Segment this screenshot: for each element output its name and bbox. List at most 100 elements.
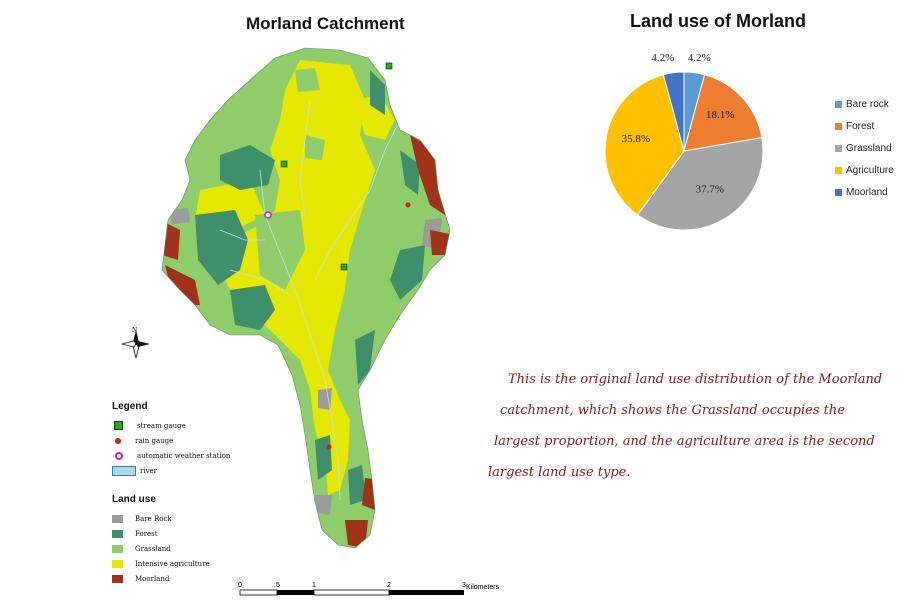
annotation-line: catchment, which shows the Grassland occ… [500,403,845,418]
landuse-item: Bare Rock [112,511,230,526]
catchment-boundary [161,47,451,549]
forest-zone [370,70,385,115]
weather-station-marker [264,211,272,219]
grassland-patch [305,135,325,160]
grassland-swatch [112,544,123,553]
pie-data-label: 35.8% [622,133,650,145]
pie-legend-label: Bare rock [846,98,889,110]
pie-legend-label: Forest [846,120,875,132]
legend-label: automatic weather station [137,451,231,460]
bare-rock-legend-swatch [835,100,842,108]
north-label: N [132,326,138,334]
legend-title: Legend [112,401,148,412]
moorland-patch [165,265,200,305]
pie-legend-item: Bare rock [835,93,894,115]
pie-data-label: 37.7% [696,184,724,196]
bare-rock-swatch [112,514,123,523]
scale-tick-label: 1 [312,582,316,589]
pie-slice-forest [683,74,763,152]
scale-tick-label: 0 [238,582,242,589]
moorland-patch [430,230,450,255]
scale-tick-label: 3 [462,582,466,589]
forest-zone [230,285,275,330]
pie-data-label: 4.2% [651,54,674,64]
forest-legend-swatch [835,122,842,130]
legend-item: rain gauge [112,433,230,448]
bare-rock-patch [315,495,332,515]
annotation-line: largest proportion, and the agriculture … [494,434,875,449]
moorland-swatch [112,574,123,583]
rain-gauge-icon [115,437,121,444]
pie-legend-label: Grassland [846,142,892,154]
grassland-legend-swatch [835,144,842,152]
scale-tick-label: .5 [274,582,280,589]
pie-legend: Bare rock Forest Grassland Agriculture M… [835,93,894,203]
bare-rock-patch [170,208,190,224]
forest-zone [195,210,248,285]
map-title: Morland Catchment [246,14,405,33]
moorland-patch [345,520,368,548]
landuse-item: Forest [112,526,230,541]
annotation-line: largest land use type. [488,465,631,480]
annotation-text: This is the original land use distributi… [488,364,906,488]
forest-zone [400,150,420,195]
pie-legend-item: Moorland [835,181,894,203]
landuse-title: Land use [112,494,156,505]
landuse-label: Intensive agriculture [135,559,210,568]
pie-chart-title: Land use of Morland [630,11,807,31]
pie-slice-moorland [662,71,685,152]
stream-gauge-marker [385,62,393,70]
moorland-legend-swatch [835,188,842,196]
grassland-patch [255,210,305,290]
agriculture-zone [225,60,375,495]
scale-segment [239,589,278,596]
weather-station-icon [115,451,123,460]
river-network [219,99,401,501]
pie-slice-grassland [636,137,764,231]
legend-item: automatic weather station [112,448,230,463]
forest-zone [348,465,366,505]
land-use-pie-chart: 4.2% 18.1% 37.7% 35.8% 4.2% [604,54,764,231]
annotation-line: This is the original land use distributi… [508,372,883,387]
landuse-item: Intensive agriculture [112,556,230,571]
moorland-patch [362,478,380,510]
landuse-label: Bare Rock [135,514,172,523]
pie-data-label: 18.1% [706,109,734,121]
pie-legend-item: Agriculture [835,159,894,181]
agriculture-legend-swatch [835,166,842,174]
legend-item: river [112,463,230,478]
landuse-label: Grassland [135,544,171,553]
pie-legend-item: Grassland [835,137,894,159]
forest-zone [390,245,425,300]
pie-legend-label: Agriculture [846,164,894,176]
north-arrow-icon [121,330,150,359]
legend-label: river [140,466,158,475]
scale-tick-label: 2 [387,582,391,589]
landuse-item: Moorland [112,571,230,586]
grassland-patch [295,68,320,92]
rain-gauge-marker [326,444,332,450]
map-legend: Legend stream gauge rain gauge automatic… [112,401,230,586]
legend-label: stream gauge [137,421,186,430]
bare-rock-patch [318,388,332,410]
agriculture-swatch [112,559,123,568]
landuse-label: Moorland [135,574,170,583]
scale-segment [277,590,314,595]
river-icon [112,465,136,476]
scale-segment [389,590,464,595]
stream-gauge-icon [114,421,123,430]
pie-slice-agriculture [604,74,685,216]
rain-gauge-marker [405,202,411,208]
scale-unit: Kilometers [466,584,500,591]
stream-gauge-marker [340,263,348,271]
landuse-label: Forest [135,529,158,538]
scale-segment [313,589,390,596]
pie-data-label: 4.2% [688,54,711,64]
landuse-item: Grassland [112,541,230,556]
stream-gauge-marker [280,160,288,168]
scale-bar: 0 .5 1 2 3 Kilometers [238,582,500,596]
legend-label: rain gauge [135,436,174,445]
forest-swatch [112,529,123,538]
forest-zone [355,330,375,385]
pie-legend-item: Forest [835,115,894,137]
